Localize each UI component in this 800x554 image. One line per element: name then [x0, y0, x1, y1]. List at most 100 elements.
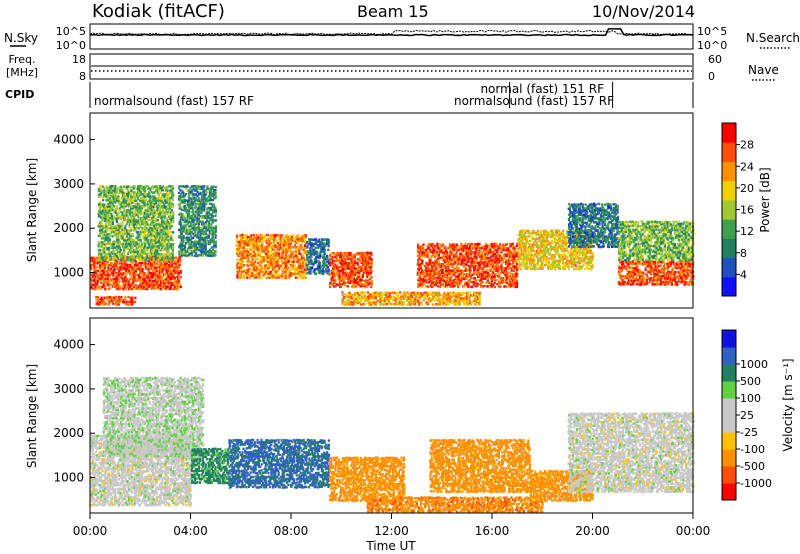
heatmap-cell [104, 267, 106, 269]
heatmap-cell [120, 186, 122, 188]
heatmap-cell [172, 185, 174, 187]
heatmap-cell [98, 257, 100, 259]
heatmap-cell [170, 231, 172, 233]
heatmap-cell [206, 219, 208, 221]
heatmap-cell [243, 240, 245, 242]
heatmap-cell [147, 241, 149, 243]
heatmap-cell [432, 253, 434, 255]
heatmap-cell [298, 259, 300, 261]
heatmap-cell [431, 270, 433, 272]
heatmap-cell [177, 261, 179, 263]
heatmap-cell [130, 227, 132, 229]
heatmap-cell [414, 298, 416, 300]
heatmap-cell [187, 185, 189, 187]
heatmap-cell [142, 270, 144, 272]
heatmap-cell [123, 207, 125, 209]
heatmap-cell [127, 296, 129, 298]
heatmap-cell [459, 303, 461, 305]
heatmap-cell [167, 221, 169, 223]
heatmap-cell [463, 255, 465, 257]
heatmap-cell [274, 249, 276, 251]
heatmap-cell [195, 252, 197, 254]
heatmap-cell [406, 304, 408, 306]
nsky-panel-frame [90, 24, 693, 49]
heatmap-cell [456, 296, 458, 298]
heatmap-cell [215, 211, 217, 213]
heatmap-cell [148, 219, 150, 221]
heatmap-cell [371, 264, 373, 266]
heatmap-cell [260, 277, 262, 279]
heatmap-cell [240, 274, 242, 276]
heatmap-cell [172, 187, 174, 189]
heatmap-cell [435, 277, 437, 279]
heatmap-cell [417, 298, 419, 300]
heatmap-cell [165, 247, 167, 249]
heatmap-cell [215, 209, 217, 211]
heatmap-cell [137, 231, 139, 233]
heatmap-cell [242, 260, 244, 262]
heatmap-cell [236, 276, 238, 278]
heatmap-cell [124, 255, 126, 257]
heatmap-cell [328, 269, 330, 271]
heatmap-cell [131, 211, 133, 213]
heatmap-cell [137, 215, 139, 217]
heatmap-cell [278, 253, 280, 255]
heatmap-cell [124, 225, 126, 227]
heatmap-cell [121, 277, 123, 279]
heatmap-cell [347, 285, 349, 287]
heatmap-cell [130, 186, 132, 188]
heatmap-cell [298, 262, 300, 264]
heatmap-cell [424, 291, 426, 293]
heatmap-cell [101, 220, 103, 222]
heatmap-cell [288, 266, 290, 268]
heatmap-cell [215, 225, 217, 227]
heatmap-cell [147, 274, 149, 276]
heatmap-cell [236, 234, 238, 236]
heatmap-cell [281, 275, 283, 277]
heatmap-cell [144, 231, 146, 233]
heatmap-cell [120, 296, 122, 298]
heatmap-cell [370, 252, 372, 254]
heatmap-cell [112, 221, 114, 223]
heatmap-cell [341, 252, 343, 254]
heatmap-cell [311, 267, 313, 269]
heatmap-cell [343, 296, 345, 298]
heatmap-cell [269, 256, 271, 258]
heatmap-cell [365, 264, 367, 266]
heatmap-cell [118, 303, 120, 305]
heatmap-cell [208, 235, 210, 237]
heatmap-cell [261, 242, 263, 244]
cpid-entry-0: normalsound (fast) 157 RF [94, 94, 254, 108]
heatmap-cell [464, 270, 466, 272]
heatmap-cell [290, 269, 292, 271]
heatmap-cell [305, 234, 307, 236]
heatmap-cell [142, 273, 144, 275]
heatmap-cell [140, 265, 142, 267]
heatmap-cell [332, 259, 334, 261]
heatmap-cell [133, 259, 135, 261]
heatmap-cell [157, 255, 159, 257]
heatmap-cell [158, 247, 160, 249]
heatmap-cell [326, 265, 328, 267]
heatmap-cell [254, 261, 256, 263]
heatmap-cell [185, 193, 187, 195]
heatmap-cell [97, 288, 99, 290]
heatmap-cell [436, 243, 438, 245]
heatmap-cell [118, 296, 120, 298]
heatmap-cell [212, 235, 214, 237]
heatmap-cell [168, 230, 170, 232]
heatmap-cell [182, 235, 184, 237]
nsearch-trace [90, 30, 693, 34]
heatmap-cell [132, 296, 134, 298]
heatmap-cell [179, 264, 181, 266]
heatmap-cell [147, 213, 149, 215]
heatmap-cell [139, 200, 141, 202]
heatmap-cell [247, 257, 249, 259]
heatmap-cell [191, 206, 193, 208]
heatmap-cell [122, 235, 124, 237]
heatmap-cell [371, 262, 373, 264]
heatmap-cell [140, 233, 142, 235]
heatmap-cell [474, 303, 476, 305]
heatmap-cell [98, 245, 100, 247]
heatmap-cell [166, 197, 168, 199]
